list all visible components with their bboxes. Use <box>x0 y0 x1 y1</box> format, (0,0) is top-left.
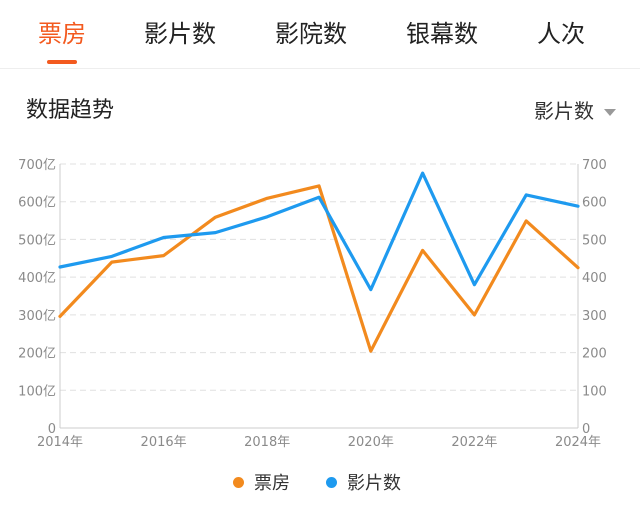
y-left-tick-label: 600亿 <box>18 196 56 211</box>
y-right-tick-label: 400 <box>582 271 607 286</box>
y-axis-right-ticks: 0 100 200 300 400 500 600 700 <box>582 158 607 437</box>
y-left-tick-label: 700亿 <box>18 158 56 173</box>
y-right-tick-label: 0 <box>582 422 590 437</box>
y-left-tick-label: 400亿 <box>18 271 56 286</box>
tab-screen-count[interactable]: 银幕数 <box>406 20 478 48</box>
legend-item-box-office[interactable]: 票房 <box>233 470 290 498</box>
caret-down-icon <box>604 109 616 116</box>
y-right-tick-label: 500 <box>582 233 607 248</box>
chart-series <box>58 171 580 353</box>
x-axis-ticks: 2014年 2016年 2018年 2020年 2022年 2024年 <box>37 435 601 450</box>
tab-cinema-count[interactable]: 影院数 <box>275 20 347 48</box>
y-axis-left-ticks: 0 100亿 200亿 300亿 400亿 500亿 600亿 700亿 <box>18 158 56 437</box>
x-tick-label: 2022年 <box>451 435 497 450</box>
y-right-tick-label: 600 <box>582 196 607 211</box>
y-right-tick-label: 200 <box>582 347 607 362</box>
legend-dot-box-office <box>233 476 244 488</box>
y-left-tick-label: 500亿 <box>18 233 56 248</box>
x-tick-label: 2014年 <box>37 435 83 450</box>
section-title: 数据趋势 <box>26 98 115 123</box>
tab-admissions[interactable]: 人次 <box>537 20 585 48</box>
legend-item-film-count[interactable]: 影片数 <box>326 470 401 498</box>
chart-legend: 票房 影片数 <box>0 470 640 498</box>
legend-label-box-office: 票房 <box>254 473 290 494</box>
legend-label-film-count: 影片数 <box>347 473 401 494</box>
y-left-tick-label: 200亿 <box>18 347 56 362</box>
active-tab-indicator <box>47 60 77 64</box>
x-tick-label: 2024年 <box>555 435 601 450</box>
tab-film-count[interactable]: 影片数 <box>144 20 216 48</box>
y-left-tick-label: 0 <box>48 422 56 437</box>
x-tick-label: 2016年 <box>141 435 187 450</box>
y-right-tick-label: 300 <box>582 309 607 324</box>
series-line-box-office <box>58 184 580 353</box>
x-tick-label: 2020年 <box>348 435 394 450</box>
chart-gridlines <box>60 163 578 391</box>
y-right-tick-label: 100 <box>582 384 607 399</box>
trend-chart: 0 100亿 200亿 300亿 400亿 500亿 600亿 700亿 0 100 200 300… <box>18 158 607 450</box>
chart-axes <box>59 164 579 429</box>
y-right-tick-label: 700 <box>582 158 607 173</box>
tab-bar: 票房 影片数 影院数 银幕数 人次 <box>0 0 640 69</box>
metric-dropdown[interactable]: 影片数 <box>534 94 616 128</box>
y-left-tick-label: 300亿 <box>18 309 56 324</box>
y-left-tick-label: 100亿 <box>18 384 56 399</box>
tab-box-office[interactable]: 票房 <box>38 20 86 48</box>
metric-dropdown-label: 影片数 <box>534 99 594 123</box>
x-tick-label: 2018年 <box>244 435 290 450</box>
legend-dot-film-count <box>326 476 337 488</box>
series-line-film-count <box>58 171 580 292</box>
